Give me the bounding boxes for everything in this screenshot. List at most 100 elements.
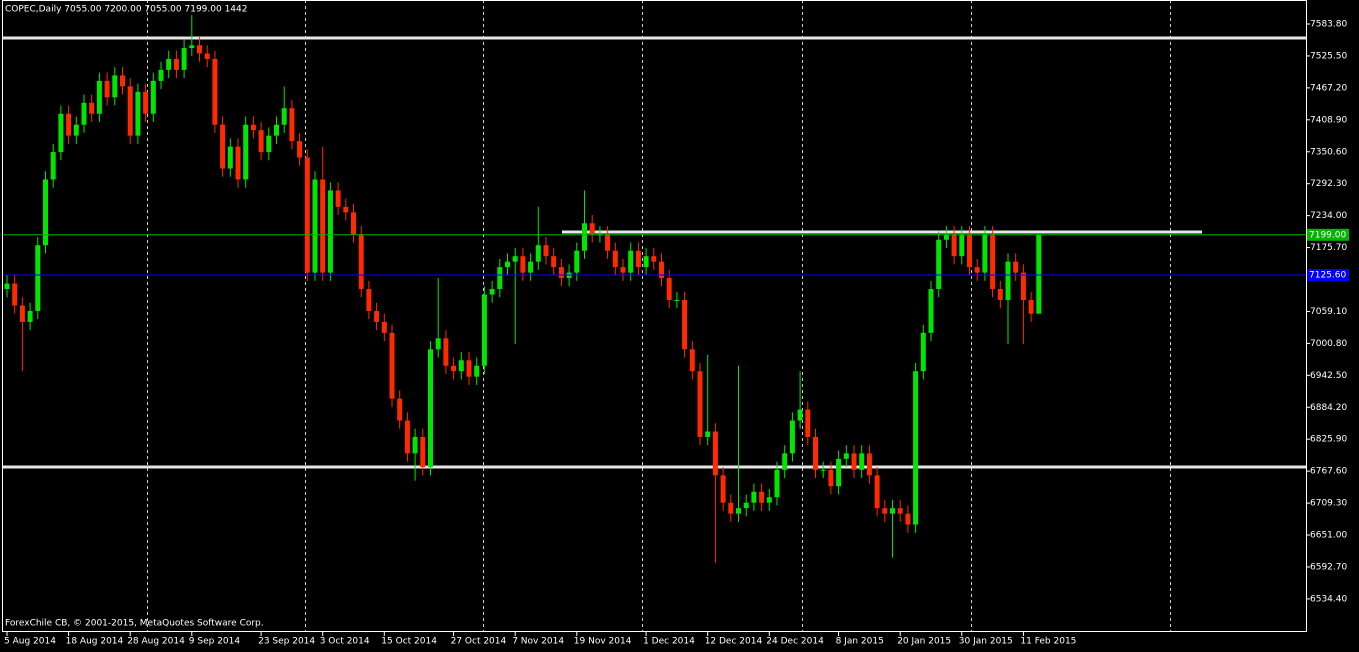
candle-body [458, 360, 464, 372]
candle-body [289, 108, 295, 142]
candle-body [489, 289, 495, 295]
x-tick-label: 30 Jan 2015 [959, 637, 1013, 647]
candle-body [204, 53, 210, 59]
candle-body [774, 469, 780, 498]
candle-body [451, 365, 457, 372]
price-label: 7125.60 [1309, 271, 1346, 281]
candle-body [412, 436, 418, 454]
candle-body [974, 267, 980, 273]
candle-body [928, 289, 934, 333]
candle-body [12, 283, 18, 306]
candle-body [404, 420, 410, 454]
candle-body [820, 469, 826, 471]
candle-body [805, 409, 811, 437]
x-tick-label: 9 Sep 2014 [189, 637, 241, 647]
candle-body [1028, 300, 1034, 314]
candle-body [127, 86, 133, 136]
candle-body [712, 431, 718, 476]
price-label: 7199.00 [1309, 230, 1346, 240]
candle-body [558, 267, 564, 279]
candle-body [689, 349, 695, 372]
candle-body [866, 453, 872, 476]
plot [3, 15, 1306, 563]
candle-body [43, 179, 48, 246]
candle-body [843, 453, 849, 459]
x-tick-label: 15 Oct 2014 [381, 637, 437, 647]
candle-body [266, 135, 272, 153]
candle-body [551, 256, 557, 268]
y-tick-label: 7175.70 [1310, 243, 1347, 253]
y-tick-label: 7000.80 [1310, 339, 1347, 349]
candle-body [297, 141, 303, 158]
candle-body [635, 250, 641, 268]
candle-body [782, 453, 788, 470]
y-tick-label: 6942.50 [1310, 371, 1347, 381]
y-tick-label: 7408.90 [1310, 115, 1347, 125]
candle-body [620, 267, 626, 273]
candle-body [304, 157, 310, 273]
x-tick-label: 8 Jan 2015 [836, 637, 884, 647]
candle-body [89, 102, 95, 114]
candle-body [759, 491, 765, 503]
x-tick-label: 18 Aug 2014 [66, 637, 124, 647]
candle-body [58, 113, 64, 153]
candle-body [813, 436, 818, 470]
x-tick-label: 27 Oct 2014 [451, 637, 507, 647]
candle-body [135, 91, 141, 136]
candle-body [274, 124, 279, 136]
candle-body [720, 475, 726, 503]
candle-body [428, 349, 433, 468]
candle-body [959, 234, 965, 257]
candle-body [535, 245, 541, 262]
candle-body [258, 130, 264, 153]
candle-body [766, 497, 772, 503]
candle-body [4, 283, 10, 290]
candle-body [651, 256, 657, 262]
candle-body [250, 124, 256, 131]
y-tick-label: 6534.40 [1310, 594, 1347, 604]
candle-body [351, 212, 356, 235]
candle-body [320, 179, 326, 273]
candle-body [212, 58, 218, 125]
y-tick-label: 7292.30 [1310, 179, 1347, 189]
candle-body [967, 234, 972, 268]
candle-body [890, 508, 895, 514]
candle-body [836, 458, 842, 487]
x-tick-label: 1 Dec 2014 [643, 637, 695, 647]
candle-body [913, 371, 919, 525]
plot-border [2, 0, 1307, 632]
candle-body [220, 124, 226, 169]
candle-body [66, 113, 72, 136]
candle-body [1036, 234, 1042, 314]
candle-body [389, 332, 395, 399]
candle-body [828, 469, 834, 487]
candle-body [281, 108, 287, 125]
candle-body [312, 179, 318, 273]
candle-body [235, 146, 241, 180]
candle-body [120, 75, 125, 87]
candle-body [19, 305, 25, 322]
candle-body [96, 80, 102, 114]
candle-body [112, 75, 118, 98]
candle-body [158, 69, 164, 81]
candle-body [643, 256, 649, 268]
candle-body [466, 360, 472, 377]
candle-body [666, 278, 672, 301]
candle-body [520, 256, 526, 273]
candle-body [143, 91, 149, 114]
y-tick-label: 6651.00 [1310, 531, 1347, 541]
candle-body [528, 261, 534, 273]
candle-body [920, 332, 926, 372]
y-tick-label: 6592.70 [1310, 562, 1347, 572]
candle-body [874, 475, 880, 509]
y-tick-label: 7467.20 [1310, 83, 1347, 93]
candle-body [243, 124, 249, 180]
candle-body [905, 513, 911, 525]
candle-body [335, 190, 341, 207]
candle-body [381, 321, 387, 333]
candle-body [990, 234, 996, 290]
y-tick-label: 7234.00 [1310, 211, 1347, 221]
candle-body [736, 508, 741, 514]
candle-body [505, 261, 510, 268]
